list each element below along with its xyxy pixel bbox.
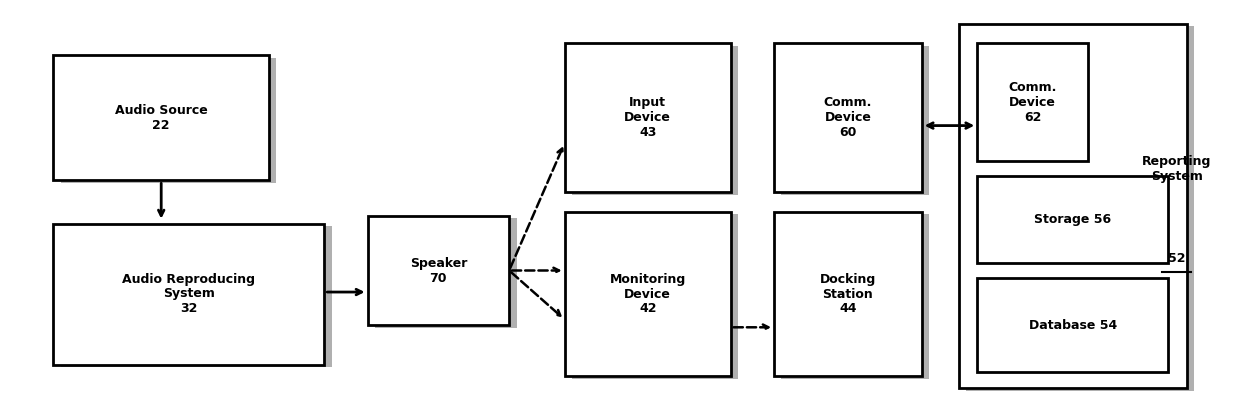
Text: 52: 52 bbox=[1168, 252, 1185, 265]
FancyBboxPatch shape bbox=[564, 212, 730, 376]
FancyBboxPatch shape bbox=[977, 278, 1168, 372]
FancyBboxPatch shape bbox=[774, 43, 921, 192]
Text: Monitoring
Device
42: Monitoring Device 42 bbox=[610, 272, 686, 316]
Text: Database 54: Database 54 bbox=[1028, 319, 1117, 332]
FancyBboxPatch shape bbox=[572, 214, 738, 379]
Text: Docking
Station
44: Docking Station 44 bbox=[820, 272, 875, 316]
Text: Comm.
Device
60: Comm. Device 60 bbox=[823, 96, 872, 139]
FancyBboxPatch shape bbox=[367, 216, 510, 325]
FancyBboxPatch shape bbox=[781, 46, 929, 195]
FancyBboxPatch shape bbox=[53, 55, 269, 180]
FancyBboxPatch shape bbox=[564, 43, 730, 192]
Text: Reporting
System: Reporting System bbox=[1142, 155, 1211, 183]
Text: Input
Device
43: Input Device 43 bbox=[624, 96, 671, 139]
Text: Audio Source
22: Audio Source 22 bbox=[115, 104, 207, 132]
Text: Speaker
70: Speaker 70 bbox=[409, 256, 467, 284]
FancyBboxPatch shape bbox=[374, 218, 517, 328]
FancyBboxPatch shape bbox=[572, 46, 738, 195]
Text: Comm.
Device
62: Comm. Device 62 bbox=[1008, 80, 1056, 124]
Text: Storage 56: Storage 56 bbox=[1034, 213, 1111, 226]
FancyBboxPatch shape bbox=[53, 224, 325, 364]
FancyBboxPatch shape bbox=[959, 24, 1187, 388]
FancyBboxPatch shape bbox=[774, 212, 921, 376]
FancyBboxPatch shape bbox=[61, 58, 277, 183]
FancyBboxPatch shape bbox=[966, 26, 1194, 391]
FancyBboxPatch shape bbox=[977, 43, 1087, 161]
FancyBboxPatch shape bbox=[977, 176, 1168, 263]
FancyBboxPatch shape bbox=[61, 226, 332, 367]
FancyBboxPatch shape bbox=[781, 214, 929, 379]
Text: Audio Reproducing
System
32: Audio Reproducing System 32 bbox=[123, 272, 255, 316]
